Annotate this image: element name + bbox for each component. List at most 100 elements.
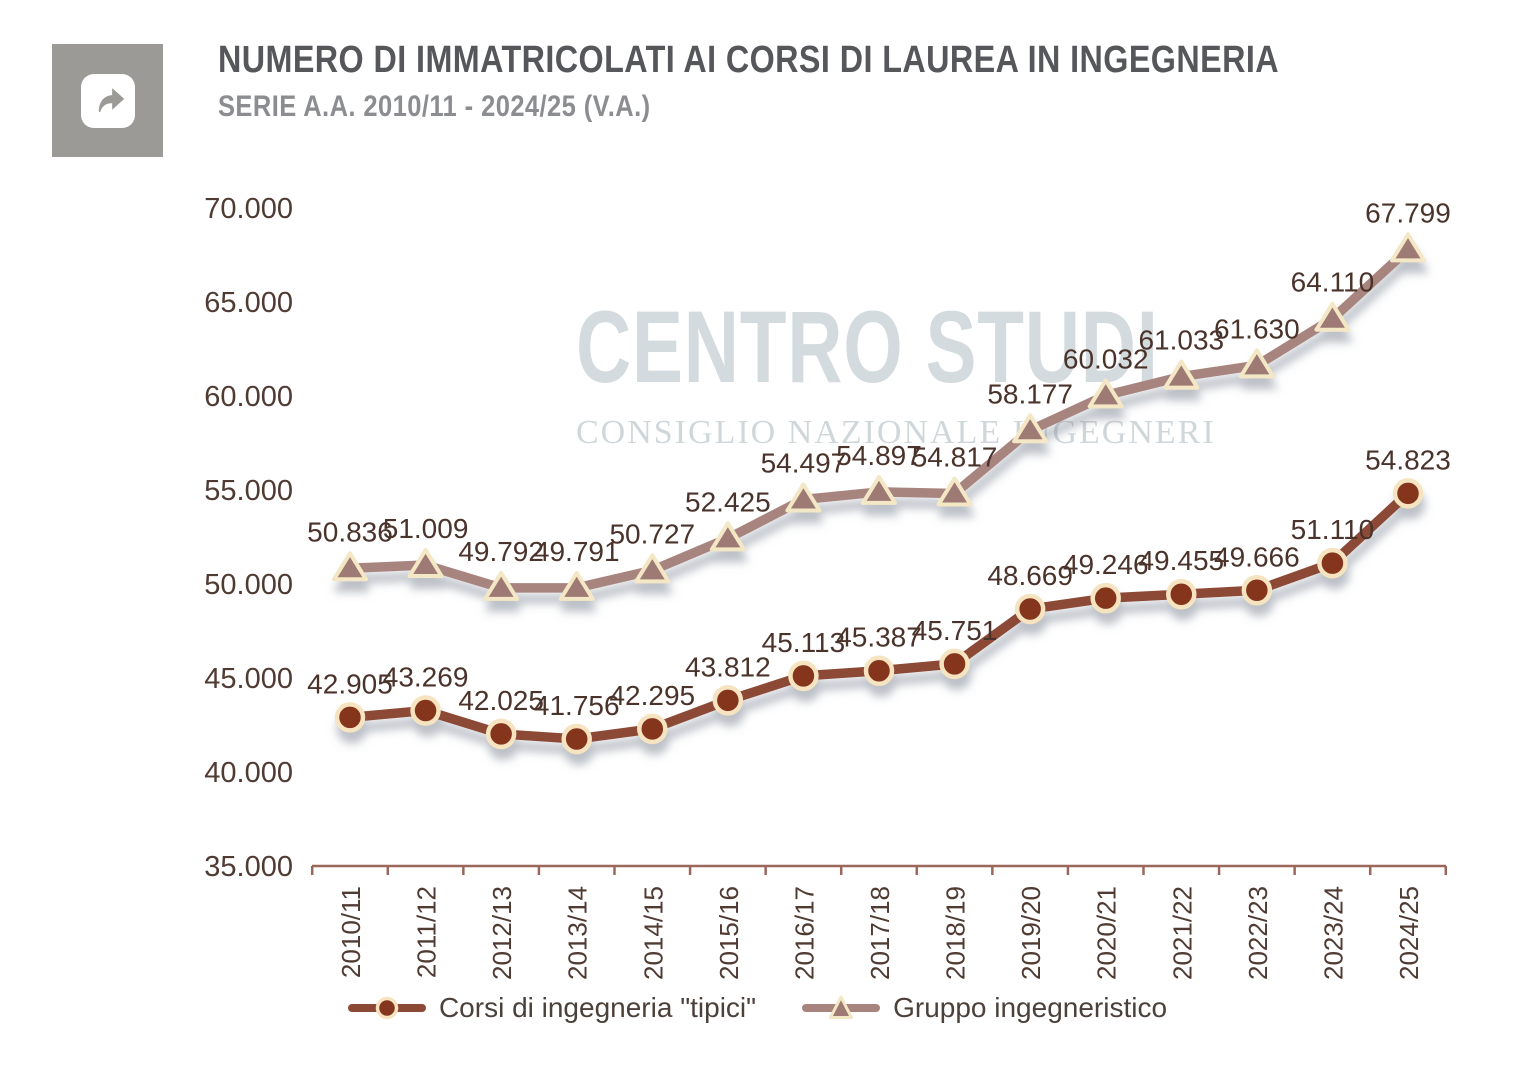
data-point-label: 41.756: [534, 690, 620, 721]
share-button[interactable]: [52, 44, 163, 157]
share-arrow-icon: [98, 87, 124, 112]
data-point-marker: [1090, 582, 1121, 614]
y-tick-label: 65.000: [204, 287, 293, 319]
x-tick-label: 2017/18: [865, 886, 895, 980]
data-point-label: 48.669: [987, 560, 1073, 591]
svg-text:2015/16: 2015/16: [714, 886, 744, 980]
data-point-marker: [1238, 348, 1275, 379]
data-point-label: 50.836: [307, 516, 393, 547]
data-point-label: 52.425: [685, 486, 771, 517]
x-tick-label: 2013/14: [563, 886, 593, 980]
svg-text:2012/13: 2012/13: [487, 886, 517, 980]
data-point-marker: [788, 660, 819, 692]
data-point-label: 58.177: [987, 378, 1073, 409]
legend-triangle-marker-icon: [802, 995, 881, 1019]
data-point-label: 42.905: [307, 668, 393, 699]
data-point-marker: [1241, 575, 1273, 606]
svg-text:2020/21: 2020/21: [1092, 886, 1122, 980]
data-point-marker: [1389, 232, 1426, 263]
data-point-label: 43.269: [383, 662, 469, 693]
legend-label-corsi-tipici: Corsi di ingegneria "tipici": [438, 992, 757, 1023]
y-tick-label: 35.000: [204, 851, 293, 883]
data-point-label: 43.812: [685, 651, 771, 682]
y-tick-label: 45.000: [204, 663, 293, 695]
data-point-marker: [334, 702, 366, 733]
data-point-marker: [860, 474, 897, 505]
svg-text:2011/12: 2011/12: [412, 886, 442, 978]
data-point-label: 54.497: [761, 447, 847, 478]
svg-text:2022/23: 2022/23: [1243, 886, 1273, 980]
data-point-marker: [561, 723, 592, 755]
svg-text:2010/11: 2010/11: [336, 886, 366, 978]
data-point-label: 49.791: [534, 536, 620, 567]
series-corsi-tipici: [334, 478, 1424, 755]
y-tick-label: 55.000: [204, 475, 293, 507]
y-tick-label: 60.000: [204, 381, 293, 413]
svg-text:2017/18: 2017/18: [865, 886, 895, 980]
svg-text:2016/17: 2016/17: [789, 886, 819, 980]
data-point-label: 50.727: [609, 518, 695, 549]
data-point-marker: [1166, 578, 1197, 610]
y-tick-label: 70.000: [204, 193, 293, 225]
x-tick-label: 2023/24: [1318, 886, 1348, 980]
data-point-marker: [1392, 478, 1424, 509]
share-icon: [80, 73, 135, 128]
legend-label-gruppo-ingegneristico: Gruppo ingegneristico: [893, 992, 1168, 1023]
data-point-label: 61.630: [1214, 313, 1300, 344]
data-point-label: 42.025: [458, 685, 544, 716]
svg-text:2018/19: 2018/19: [941, 886, 971, 980]
x-tick-label: 2022/23: [1243, 886, 1273, 980]
data-point-marker: [1087, 378, 1124, 409]
svg-text:2013/14: 2013/14: [563, 886, 593, 980]
data-point-label: 54.823: [1365, 444, 1451, 475]
x-tick-label: 2016/17: [789, 886, 819, 980]
svg-text:2023/24: 2023/24: [1318, 886, 1348, 980]
data-point-marker: [936, 476, 973, 507]
data-point-marker: [712, 685, 744, 716]
data-point-marker: [634, 553, 671, 584]
data-point-label: 51.110: [1291, 514, 1375, 545]
page-subtitle: SERIE A.A. 2010/11 - 2024/25 (V.A.): [218, 89, 651, 123]
data-point-label: 67.799: [1365, 197, 1451, 228]
data-point-label: 61.033: [1138, 325, 1224, 356]
data-point-marker: [1012, 413, 1049, 444]
data-point-label: 45.387: [836, 622, 922, 653]
data-point-label: 49.792: [458, 536, 544, 567]
data-point-label: 64.110: [1291, 267, 1375, 298]
data-point-label: 49.666: [1214, 541, 1300, 572]
svg-text:2019/20: 2019/20: [1016, 886, 1046, 980]
svg-text:2014/15: 2014/15: [638, 886, 668, 980]
data-point-label: 54.817: [912, 441, 998, 472]
data-point-marker: [939, 648, 970, 680]
y-tick-label: 40.000: [204, 757, 293, 789]
x-tick-label: 2012/13: [487, 886, 517, 980]
x-tick-label: 2011/12: [412, 886, 442, 978]
x-tick-label: 2024/25: [1394, 886, 1424, 980]
data-point-marker: [637, 713, 668, 745]
svg-text:2024/25: 2024/25: [1394, 886, 1424, 980]
svg-text:2021/22: 2021/22: [1167, 886, 1197, 980]
data-point-label: 49.455: [1138, 545, 1224, 576]
data-point-label: 60.032: [1063, 343, 1149, 374]
series-data-labels: 42.90543.26942.02541.75642.29543.81245.1…: [307, 444, 1451, 721]
data-point-marker: [483, 570, 520, 601]
data-point-marker: [1163, 359, 1200, 390]
data-point-label: 45.113: [762, 627, 846, 658]
x-tick-label: 2019/20: [1016, 886, 1046, 980]
data-point-marker: [1014, 593, 1046, 625]
data-point-label: 49.246: [1063, 549, 1149, 580]
chart-legend: Corsi di ingegneria "tipici" Gruppo inge…: [0, 992, 1515, 1024]
data-point-marker: [558, 570, 595, 601]
data-point-marker: [1317, 547, 1348, 579]
data-point-label: 42.295: [609, 680, 695, 711]
page-title: NUMERO DI IMMATRICOLATI AI CORSI DI LAUR…: [218, 39, 1279, 81]
x-tick-label: 2020/21: [1092, 886, 1122, 980]
x-tick-label: 2014/15: [638, 886, 668, 980]
y-tick-label: 50.000: [204, 569, 293, 601]
x-tick-label: 2021/22: [1167, 886, 1197, 980]
data-point-label: 54.897: [836, 440, 922, 471]
legend-circle-marker-icon: [347, 996, 426, 1020]
x-tick-label: 2010/11: [336, 886, 366, 978]
